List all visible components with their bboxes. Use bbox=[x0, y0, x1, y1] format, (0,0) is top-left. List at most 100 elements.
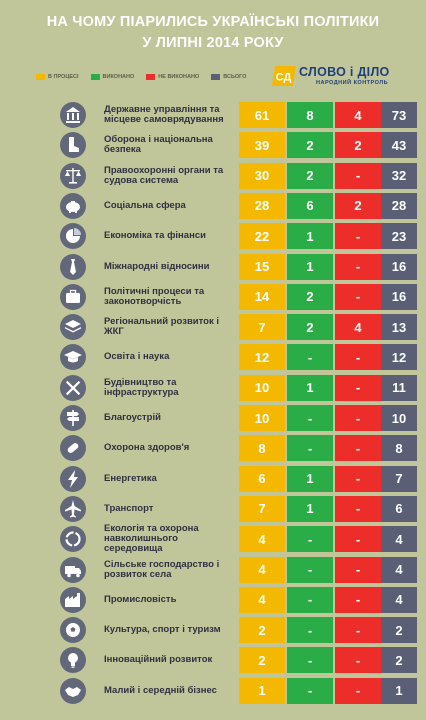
table-row: Політичні процеси та законотворчість 14 2-… bbox=[0, 283, 426, 312]
cell-total: 4 bbox=[381, 586, 417, 613]
logo-mark-icon: СД bbox=[272, 66, 296, 86]
legend-item-in-progress: в процесі bbox=[36, 74, 79, 80]
table-row: Культура, спорт і туризм 2- -2 bbox=[0, 617, 426, 645]
handshake-icon bbox=[60, 677, 86, 704]
cell-failed: - bbox=[335, 465, 381, 492]
cell-failed: 4 bbox=[335, 314, 381, 341]
row-category-label: Охорона здоров'я bbox=[104, 442, 190, 454]
cell-done: 1 bbox=[287, 495, 333, 522]
cell-total: 1 bbox=[381, 677, 417, 704]
cell-failed: - bbox=[335, 253, 381, 280]
row-category-label: Будівництво та інфраструктура bbox=[104, 376, 179, 398]
table-row: Охорона здоров'я 8- -8 bbox=[0, 435, 426, 463]
chart-title-line-1: НА ЧОМУ ПІАРИЛИСЬ УКРАЇНСЬКІ ПОЛІТИКИ bbox=[46, 14, 380, 30]
cell-total: 7 bbox=[381, 465, 417, 492]
cell-done: 1 bbox=[287, 253, 333, 280]
row-category-label: Освіта і наука bbox=[104, 351, 170, 363]
row-category-label: Енергетика bbox=[104, 472, 157, 484]
cell-done: 8 bbox=[287, 102, 333, 128]
table-row: Транспорт 7 1-6 bbox=[0, 495, 426, 524]
cell-failed: - bbox=[335, 283, 381, 310]
cell-total: 4 bbox=[381, 526, 417, 553]
cell-in-progress: 4 bbox=[239, 526, 285, 553]
slovo-i-dilo-logo: СД СЛОВО і ДІЛО НАРОДНИЙ КОНТРОЛЬ bbox=[272, 64, 402, 88]
legend-label-total: всього bbox=[223, 74, 247, 80]
row-category-label: Інноваційний розвиток bbox=[104, 654, 213, 666]
cell-in-progress: 7 bbox=[239, 314, 285, 341]
cell-total: 4 bbox=[381, 556, 417, 583]
cell-in-progress: 10 bbox=[239, 405, 285, 431]
cell-total: 6 bbox=[381, 495, 417, 522]
cell-total: 23 bbox=[381, 223, 417, 250]
cell-in-progress: 1 bbox=[239, 677, 285, 704]
cell-failed: - bbox=[335, 617, 381, 644]
piggy-bank-icon bbox=[60, 192, 86, 219]
cell-failed: - bbox=[335, 374, 381, 401]
cell-in-progress: 6 bbox=[239, 465, 285, 492]
cell-in-progress: 7 bbox=[239, 495, 285, 522]
cell-done: - bbox=[287, 586, 333, 613]
legend-swatch-done bbox=[90, 74, 100, 80]
legend-item-total: всього bbox=[211, 74, 246, 80]
legend: в процесі виконано не виконано всього bbox=[36, 72, 246, 82]
cell-failed: 4 bbox=[335, 102, 381, 128]
cell-total: 2 bbox=[381, 647, 417, 674]
cell-total: 43 bbox=[381, 132, 417, 159]
signpost-icon bbox=[60, 405, 86, 431]
logo-name: СЛОВО і ДІЛО bbox=[299, 65, 390, 79]
legend-item-failed: не виконано bbox=[146, 74, 199, 80]
cell-done: 1 bbox=[287, 223, 333, 250]
table-row: Сільське господарство і розвиток села 4- -… bbox=[0, 556, 426, 585]
cell-in-progress: 12 bbox=[239, 344, 285, 371]
table-row: Малий і середній бізнес 1- -1 bbox=[0, 677, 426, 706]
recycle-icon bbox=[60, 526, 86, 553]
table-row: Екологія та охорона навколишнього середо… bbox=[0, 524, 426, 554]
cell-total: 11 bbox=[381, 374, 417, 401]
cell-in-progress: 4 bbox=[239, 556, 285, 583]
legend-swatch-total bbox=[211, 74, 221, 80]
cell-in-progress: 2 bbox=[239, 617, 285, 644]
airplane-icon bbox=[60, 495, 86, 522]
table-row: Інноваційний розвиток 2- -2 bbox=[0, 647, 426, 675]
cell-done: - bbox=[287, 556, 333, 583]
cell-done: - bbox=[287, 435, 333, 462]
row-category-label: Міжнародні відносини bbox=[104, 260, 210, 272]
cell-total: 28 bbox=[381, 192, 417, 219]
cell-in-progress: 22 bbox=[239, 223, 285, 250]
pills-icon bbox=[60, 435, 86, 462]
row-category-label: Політичні процеси та законотворчість bbox=[104, 285, 205, 307]
logo-subtitle: НАРОДНИЙ КОНТРОЛЬ bbox=[316, 80, 389, 86]
cell-failed: - bbox=[335, 405, 381, 431]
lightbulb-icon bbox=[60, 647, 86, 674]
row-category-label: Промисловість bbox=[104, 593, 177, 605]
lightning-icon bbox=[60, 465, 86, 492]
cell-total: 73 bbox=[381, 102, 417, 128]
cell-done: - bbox=[287, 677, 333, 704]
logo-mark-text: СД bbox=[276, 72, 292, 84]
row-category-label: Транспорт bbox=[104, 502, 154, 514]
columns-icon bbox=[60, 102, 86, 128]
row-category-label: Державне управління та місцеве самовряду… bbox=[104, 104, 224, 125]
legend-label-failed: не виконано bbox=[158, 74, 200, 80]
cell-failed: - bbox=[335, 495, 381, 522]
cell-in-progress: 39 bbox=[239, 132, 285, 159]
factory-icon bbox=[60, 586, 86, 613]
cell-failed: - bbox=[335, 162, 381, 189]
row-category-label: Регіональний розвиток і ЖКГ bbox=[104, 316, 219, 338]
table-row: Будівництво та інфраструктура 10 1-11 bbox=[0, 374, 426, 403]
cell-done: - bbox=[287, 405, 333, 431]
row-category-label: Культура, спорт і туризм bbox=[104, 624, 221, 636]
pie-chart-icon bbox=[60, 223, 86, 250]
cell-failed: - bbox=[335, 344, 381, 371]
cell-in-progress: 30 bbox=[239, 162, 285, 189]
row-category-label: Оборона і національна безпека bbox=[104, 134, 213, 156]
cell-total: 8 bbox=[381, 435, 417, 462]
cell-in-progress: 14 bbox=[239, 283, 285, 310]
cell-failed: - bbox=[335, 586, 381, 613]
cell-failed: 2 bbox=[335, 192, 381, 219]
table-row: Правоохоронні органи та судова система 30… bbox=[0, 162, 426, 191]
legend-label-in-progress: в процесі bbox=[48, 74, 79, 80]
cell-total: 32 bbox=[381, 162, 417, 189]
tie-icon bbox=[60, 253, 86, 280]
row-category-label: Сільське господарство і розвиток села bbox=[104, 558, 220, 580]
